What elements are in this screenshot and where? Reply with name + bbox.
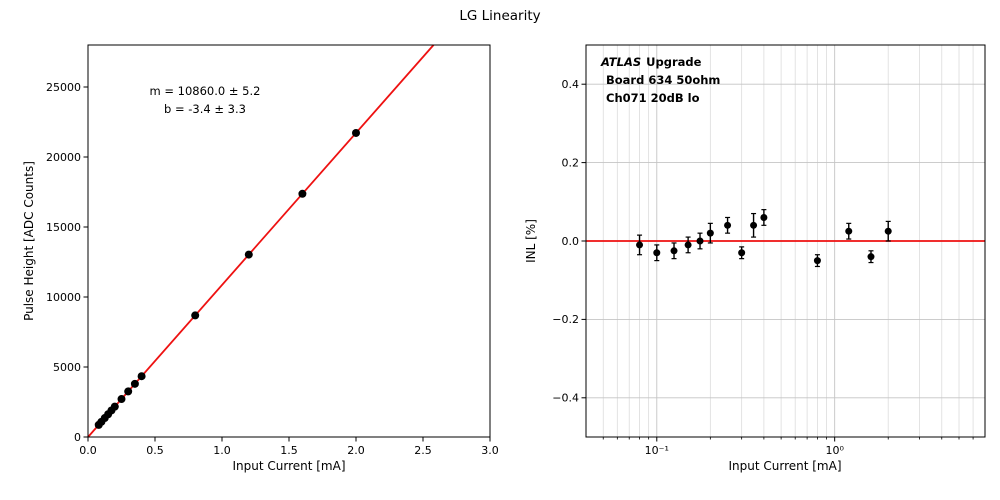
annotation-line-channel: Ch071 20dB lo [606,91,700,105]
y-tick-label: 20000 [46,151,81,164]
annotation-line-experiment: ATLAS Upgrade [601,53,720,71]
data-points [636,213,892,265]
right-xaxis-label: Input Current [mA] [728,459,842,473]
y-tick-label: −0.2 [552,313,579,326]
x-tick-label: 1.5 [280,444,298,457]
y-tick-label: 0.0 [562,235,580,248]
left-yaxis-label: Pulse Height [ADC Counts] [22,161,36,321]
fit-slope-text: m = 10860.0 ± 5.2 [149,84,261,98]
x-tick-label: 0.0 [79,444,97,457]
y-tick-label: 0.2 [562,156,580,169]
x-tick-label: 2.0 [347,444,365,457]
fit-intercept-text: b = -3.4 ± 3.3 [164,102,246,116]
y-tick-label: 5000 [53,361,81,374]
x-tick-label: 10⁻¹ [645,444,669,457]
inl-subplot: 10⁻¹ 10⁰ −0.4 −0.2 0.0 0.2 0.4 [552,44,986,457]
x-tick-label: 1.0 [213,444,231,457]
y-tick-label: 10000 [46,291,81,304]
y-tick-label: −0.4 [552,392,579,405]
linear-fit-line [87,44,435,438]
right-yaxis-label: INL [%] [524,219,538,263]
fit-result-annotation: m = 10860.0 ± 5.2 b = -3.4 ± 3.3 [100,82,310,118]
left-xaxis-label: Input Current [mA] [232,459,346,473]
upgrade-label: Upgrade [646,55,702,69]
x-tick-label: 2.5 [414,444,432,457]
x-tick-label: 0.5 [146,444,164,457]
data-points [94,128,360,429]
x-tick-label: 3.0 [481,444,499,457]
annotation-line-board: Board 634 50ohm [606,73,721,87]
y-tick-label: 0 [74,431,81,444]
atlas-annotation: ATLAS Upgrade Board 634 50ohm Ch071 20dB … [601,53,720,107]
experiment-name: ATLAS [601,55,642,69]
lg-linearity-subplot: 0.0 0.5 1.0 1.5 2.0 2.5 3.0 0 5000 10000 15000 2000… [46,44,499,457]
y-tick-label: 15000 [46,221,81,234]
y-tick-label: 25000 [46,81,81,94]
y-tick-label: 0.4 [562,78,580,91]
figure-title: LG Linearity [459,8,541,24]
x-tick-label: 10⁰ [825,444,844,457]
